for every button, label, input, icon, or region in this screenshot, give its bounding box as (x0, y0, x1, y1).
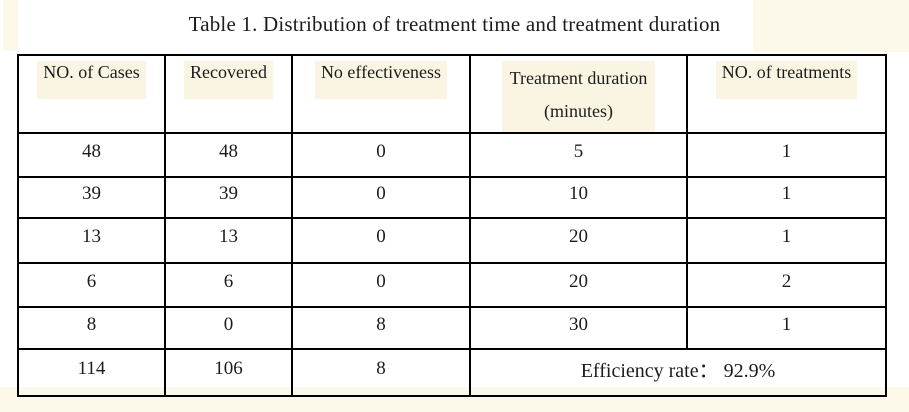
table-cell: 0 (291, 217, 471, 264)
treatment-table: NO. of Cases Recovered No effectiveness … (17, 54, 887, 397)
table-cell: 30 (469, 306, 688, 350)
table-header-row: NO. of Cases Recovered No effectiveness … (17, 54, 887, 134)
table-cell: 39 (17, 176, 166, 219)
table-cell: 13 (164, 217, 293, 264)
table-cell: 8 (291, 306, 471, 350)
table-cell-total-cases: 114 (17, 348, 166, 397)
table-cell: 0 (164, 306, 293, 350)
table-cell: 5 (469, 132, 688, 178)
header-label: NO. of treatments (715, 61, 858, 99)
header-label: No effectiveness (314, 61, 448, 99)
header-cell-no-of-treatments: NO. of treatments (686, 54, 887, 134)
table-cell: 39 (164, 176, 293, 219)
table-cell: 8 (17, 306, 166, 350)
table-row: 6 6 0 20 2 (17, 262, 887, 308)
table-cell: 48 (164, 132, 293, 178)
header-cell-no-effectiveness: No effectiveness (291, 54, 471, 134)
header-label: Treatment duration (minutes) (501, 61, 656, 131)
table-cell: 1 (686, 132, 887, 178)
table-row: 13 13 0 20 1 (17, 217, 887, 264)
table-cell: 13 (17, 217, 166, 264)
table-cell: 0 (291, 132, 471, 178)
header-cell-no-of-cases: NO. of Cases (17, 54, 166, 134)
table-caption: Table 1. Distribution of treatment time … (188, 12, 721, 36)
efficiency-rate-cell: Efficiency rate： 92.9% (469, 348, 887, 397)
header-label: Recovered (184, 61, 273, 99)
table-cell: 2 (686, 262, 887, 308)
table-cell: 0 (291, 262, 471, 308)
scan-artifact-top-left (3, 0, 18, 51)
header-cell-treatment-duration: Treatment duration (minutes) (469, 54, 688, 134)
table-summary-row: 114 106 8 Efficiency rate： 92.9% (17, 348, 887, 397)
table-cell: 20 (469, 262, 688, 308)
table-cell: 1 (686, 176, 887, 219)
header-cell-recovered: Recovered (164, 54, 293, 134)
table-row: 8 0 8 30 1 (17, 306, 887, 350)
table-cell: 10 (469, 176, 688, 219)
header-label-line1: Treatment duration (509, 68, 648, 88)
table-row: 39 39 0 10 1 (17, 176, 887, 219)
table-cell: 20 (469, 217, 688, 264)
table-cell: 48 (17, 132, 166, 178)
header-label-line2: (minutes) (544, 101, 613, 121)
table-cell: 6 (164, 262, 293, 308)
table-cell: 0 (291, 176, 471, 219)
table-body: 48 48 0 5 1 39 39 0 10 1 13 13 0 20 1 (17, 132, 887, 397)
scan-artifact-top-right (753, 0, 909, 52)
table-cell-total-no-effectiveness: 8 (291, 348, 471, 397)
table-row: 48 48 0 5 1 (17, 132, 887, 178)
table-cell: 1 (686, 217, 887, 264)
table-cell-total-recovered: 106 (164, 348, 293, 397)
header-label: NO. of Cases (37, 61, 146, 99)
table-cell: 1 (686, 306, 887, 350)
table-cell: 6 (17, 262, 166, 308)
